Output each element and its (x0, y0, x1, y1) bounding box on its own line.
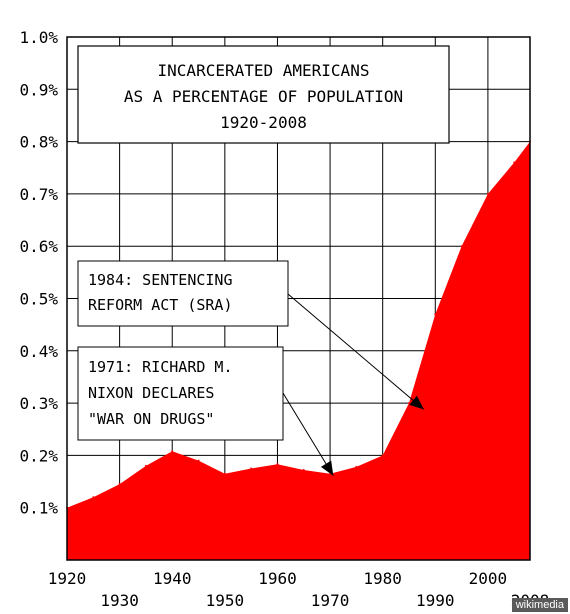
y-tick-label: 0.8% (19, 133, 58, 152)
chart-title-box: INCARCERATED AMERICANS AS A PERCENTAGE O… (77, 45, 450, 144)
y-tick-label: 0.5% (19, 290, 58, 309)
y-tick-label: 0.7% (19, 185, 58, 204)
data-point (118, 483, 121, 486)
y-axis-ticks: 0.1% 0.2% 0.3% 0.4% 0.5% 0.6% 0.7% 0.8% 0.9% 1.0% (19, 28, 58, 518)
data-point (381, 454, 384, 457)
data-point (460, 245, 463, 248)
y-tick-label: 0.1% (19, 499, 58, 518)
data-point (355, 465, 358, 468)
data-point (250, 467, 253, 470)
data-point (513, 161, 516, 164)
x-tick-label: 1930 (100, 591, 139, 610)
image-credit: wikimedia (511, 598, 568, 612)
data-point (276, 463, 279, 466)
chart-title-line-1: INCARCERATED AMERICANS (158, 61, 370, 80)
data-point (171, 450, 174, 453)
y-tick-label: 0.3% (19, 394, 58, 413)
sra-annotation-line-1: 1984: SENTENCING (88, 271, 233, 289)
x-tick-label: 1980 (363, 569, 402, 588)
chart-title-line-3: 1920-2008 (220, 113, 307, 132)
nixon-annotation: 1971: RICHARD M. NIXON DECLARES "WAR ON … (77, 346, 334, 476)
y-tick-label: 0.2% (19, 446, 58, 465)
y-tick-label: 1.0% (19, 28, 58, 47)
y-tick-label: 0.6% (19, 237, 58, 256)
data-point (197, 459, 200, 462)
data-point (302, 469, 305, 472)
data-point (223, 472, 226, 475)
data-points (66, 140, 531, 509)
data-point (92, 496, 95, 499)
incarceration-area (67, 141, 530, 560)
x-tick-label: 1940 (153, 569, 192, 588)
nixon-annotation-line-3: "WAR ON DRUGS" (88, 410, 214, 428)
nixon-arrow-head (320, 460, 334, 476)
data-point (486, 192, 489, 195)
sra-arrow-line (287, 293, 425, 410)
x-axis-ticks: 1920194019601980200019301950197019902008 (48, 569, 550, 610)
y-tick-label: 0.9% (19, 80, 58, 99)
x-tick-label: 1990 (416, 591, 455, 610)
nixon-arrow-line (282, 392, 334, 476)
sra-arrow-head (409, 395, 424, 410)
nixon-annotation-line-1: 1971: RICHARD M. (88, 358, 233, 376)
x-tick-label: 1970 (311, 591, 350, 610)
data-point (434, 313, 437, 316)
plot-frame (66, 36, 531, 561)
x-tick-label: 1920 (48, 569, 87, 588)
x-tick-label: 2000 (469, 569, 508, 588)
chart-title-line-2: AS A PERCENTAGE OF POPULATION (124, 87, 403, 106)
x-tick-label: 1960 (258, 569, 297, 588)
sra-annotation-line-2: REFORM ACT (SRA) (88, 296, 233, 314)
data-point (407, 402, 410, 405)
data-point (144, 464, 147, 467)
nixon-annotation-line-2: NIXON DECLARES (88, 384, 214, 402)
sra-annotation: 1984: SENTENCING REFORM ACT (SRA) (77, 260, 425, 410)
x-tick-label: 1950 (206, 591, 245, 610)
y-tick-label: 0.4% (19, 342, 58, 361)
